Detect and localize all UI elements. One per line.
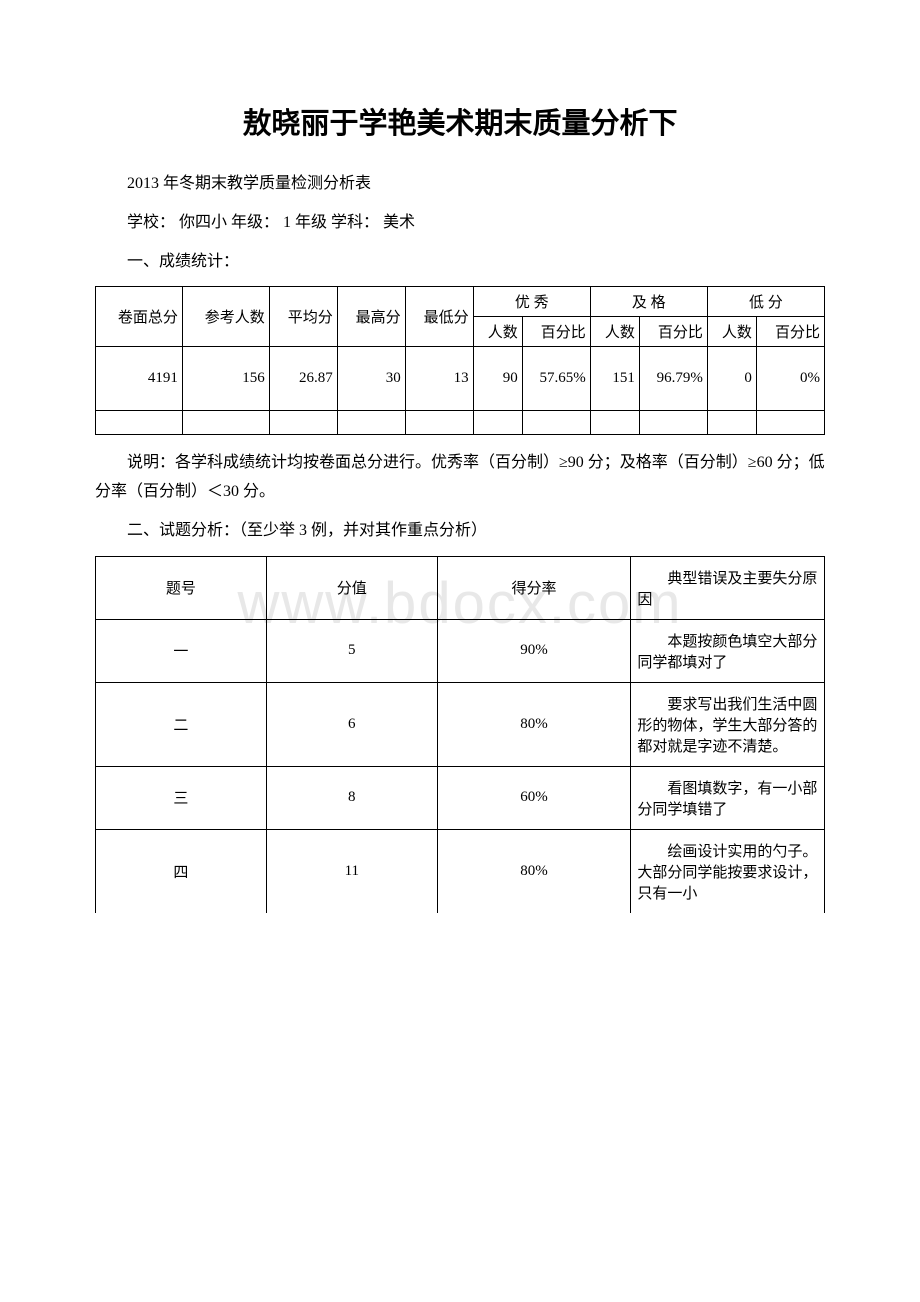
page-title: 敖晓丽于学艳美术期末质量分析下: [95, 100, 825, 142]
subtitle-line: 2013 年冬期末教学质量检测分析表: [95, 170, 825, 199]
th-q-val: 分值: [266, 556, 437, 619]
cell-q-rate: 80%: [437, 682, 631, 766]
th-pass: 及 格: [590, 287, 707, 317]
stats-note: 说明：各学科成绩统计均按卷面总分进行。优秀率（百分制）≥90 分；及格率（百分制…: [95, 449, 825, 507]
cell-q-val: 5: [266, 619, 437, 682]
th-excellent: 优 秀: [473, 287, 590, 317]
th-total: 卷面总分: [96, 287, 183, 347]
empty-cell: [707, 411, 756, 435]
cell-q-reason: 看图填数字，有一小部分同学填错了: [631, 766, 825, 829]
cell-low-p: 0%: [756, 347, 824, 411]
th-max: 最高分: [337, 287, 405, 347]
empty-cell: [269, 411, 337, 435]
cell-min: 13: [405, 347, 473, 411]
empty-cell: [337, 411, 405, 435]
cell-q-val: 6: [266, 682, 437, 766]
empty-cell: [96, 411, 183, 435]
empty-cell: [473, 411, 522, 435]
cell-q-rate: 90%: [437, 619, 631, 682]
cell-low-n: 0: [707, 347, 756, 411]
cell-q-val: 8: [266, 766, 437, 829]
empty-cell: [639, 411, 707, 435]
th-min: 最低分: [405, 287, 473, 347]
cell-q-num: 三: [96, 766, 267, 829]
cell-max: 30: [337, 347, 405, 411]
cell-q-val: 11: [266, 829, 437, 913]
cell-q-reason: 要求写出我们生活中圆形的物体，学生大部分答的都对就是字迹不清楚。: [631, 682, 825, 766]
th-pass-people: 人数: [590, 317, 639, 347]
cell-q-num: 四: [96, 829, 267, 913]
cell-q-rate: 60%: [437, 766, 631, 829]
empty-cell: [522, 411, 590, 435]
cell-q-reason: 本题按颜色填空大部分同学都填对了: [631, 619, 825, 682]
th-count: 参考人数: [182, 287, 269, 347]
section-2-heading: 二、试题分析：（至少举 3 例，并对其作重点分析）: [95, 517, 825, 546]
th-exc-people: 人数: [473, 317, 522, 347]
th-exc-percent: 百分比: [522, 317, 590, 347]
cell-total: 4191: [96, 347, 183, 411]
th-low-percent: 百分比: [756, 317, 824, 347]
cell-avg: 26.87: [269, 347, 337, 411]
cell-q-rate: 80%: [437, 829, 631, 913]
th-q-reason: 典型错误及主要失分原因: [631, 556, 825, 619]
school-info: 学校： 你四小 年级： 1 年级 学科： 美术: [95, 209, 825, 238]
th-avg: 平均分: [269, 287, 337, 347]
th-pass-percent: 百分比: [639, 317, 707, 347]
cell-pass-n: 151: [590, 347, 639, 411]
empty-cell: [590, 411, 639, 435]
empty-cell: [182, 411, 269, 435]
cell-count: 156: [182, 347, 269, 411]
th-low: 低 分: [707, 287, 824, 317]
empty-cell: [405, 411, 473, 435]
cell-pass-p: 96.79%: [639, 347, 707, 411]
stats-table: 卷面总分 参考人数 平均分 最高分 最低分 优 秀 及 格 低 分 人数 百分比…: [95, 286, 825, 435]
empty-cell: [756, 411, 824, 435]
cell-q-num: 二: [96, 682, 267, 766]
cell-q-num: 一: [96, 619, 267, 682]
analysis-table: 题号 分值 得分率 典型错误及主要失分原因 一 5 90% 本题按颜色填空大部分…: [95, 556, 825, 913]
th-q-rate: 得分率: [437, 556, 631, 619]
th-q-num: 题号: [96, 556, 267, 619]
cell-exc-n: 90: [473, 347, 522, 411]
cell-exc-p: 57.65%: [522, 347, 590, 411]
cell-q-reason: 绘画设计实用的勺子。大部分同学能按要求设计，只有一小: [631, 829, 825, 913]
th-low-people: 人数: [707, 317, 756, 347]
section-1-heading: 一、成绩统计：: [95, 248, 825, 277]
